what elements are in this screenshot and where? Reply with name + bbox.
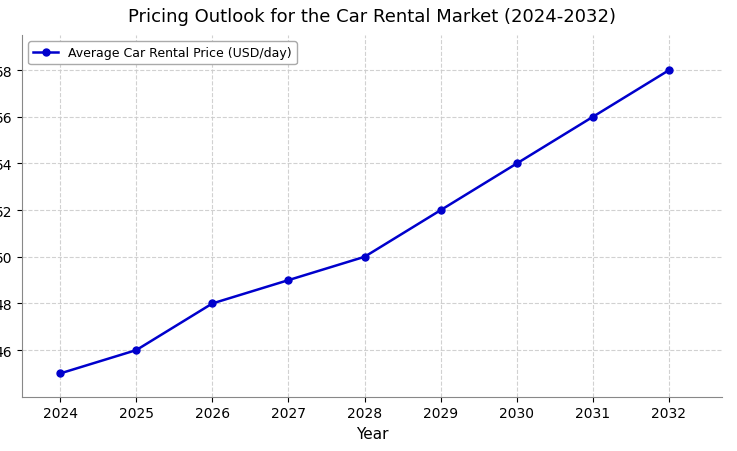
Average Car Rental Price (USD/day)	[132, 348, 141, 353]
Legend: Average Car Rental Price (USD/day): Average Car Rental Price (USD/day)	[28, 42, 297, 65]
Average Car Rental Price (USD/day)	[360, 254, 369, 260]
Line: Average Car Rental Price (USD/day): Average Car Rental Price (USD/day)	[57, 68, 672, 377]
Title: Pricing Outlook for the Car Rental Market (2024-2032): Pricing Outlook for the Car Rental Marke…	[128, 8, 616, 26]
Average Car Rental Price (USD/day)	[512, 161, 521, 167]
X-axis label: Year: Year	[356, 426, 388, 441]
Average Car Rental Price (USD/day)	[284, 278, 293, 283]
Average Car Rental Price (USD/day)	[56, 371, 65, 376]
Average Car Rental Price (USD/day)	[588, 115, 597, 120]
Average Car Rental Price (USD/day)	[208, 301, 217, 307]
Average Car Rental Price (USD/day)	[436, 208, 445, 213]
Average Car Rental Price (USD/day)	[665, 68, 674, 74]
